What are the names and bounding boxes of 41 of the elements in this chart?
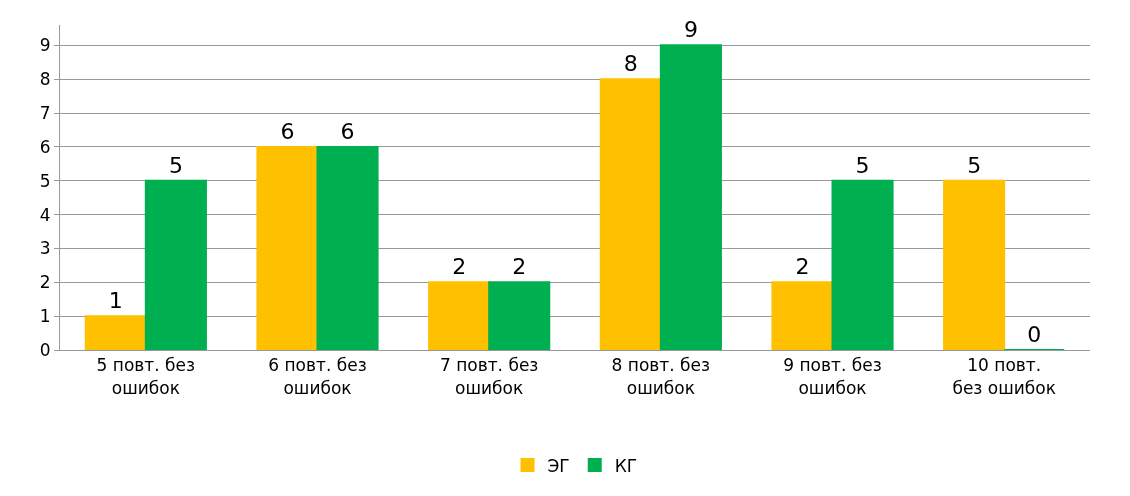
legend-label: ЭГ <box>547 455 570 476</box>
y-tick-label: 0 <box>39 339 51 360</box>
y-tick-label: 9 <box>39 35 51 56</box>
y-tick-label: 5 <box>39 170 51 191</box>
data-label: 9 <box>683 17 698 43</box>
bar <box>144 179 207 350</box>
bar <box>256 145 319 350</box>
bar <box>831 179 894 350</box>
data-label: 2 <box>795 254 810 280</box>
data-label: 2 <box>512 254 527 280</box>
data-label: 5 <box>967 152 982 178</box>
y-tick-label: 7 <box>39 102 51 123</box>
data-label: 2 <box>452 254 467 280</box>
data-label: 5 <box>168 152 183 178</box>
x-tick-label: 6 повт. без ошибок <box>268 355 367 398</box>
y-tick-label: 8 <box>39 69 51 90</box>
y-tick-label: 2 <box>39 272 51 293</box>
data-label: 1 <box>108 288 123 314</box>
y-tick-label: 4 <box>39 204 51 225</box>
y-tick-label: 6 <box>39 136 51 157</box>
x-tick-label: 9 повт. без ошибок <box>783 355 882 398</box>
y-tick-label: 3 <box>39 238 51 259</box>
bar <box>943 179 1006 350</box>
x-tick-label: 5 повт. без ошибок <box>96 355 196 398</box>
bar <box>84 315 147 350</box>
data-label: 0 <box>1027 322 1042 347</box>
bar <box>316 145 379 350</box>
data-label: 5 <box>855 152 870 178</box>
legend-label: КГ <box>614 455 638 476</box>
bar <box>599 78 662 350</box>
data-label: 6 <box>280 118 295 144</box>
x-tick-label: 8 повт. без ошибок <box>611 355 711 398</box>
bar <box>659 44 722 350</box>
bar <box>488 281 551 350</box>
data-label: 6 <box>340 118 355 144</box>
x-tick-label: 7 повт. без ошибок <box>439 355 539 398</box>
y-tick-label: 1 <box>39 306 51 327</box>
bar <box>428 281 491 350</box>
bar <box>771 281 834 350</box>
data-label: 8 <box>623 51 638 77</box>
x-tick-label: 10 повт. без ошибок <box>952 355 1056 398</box>
